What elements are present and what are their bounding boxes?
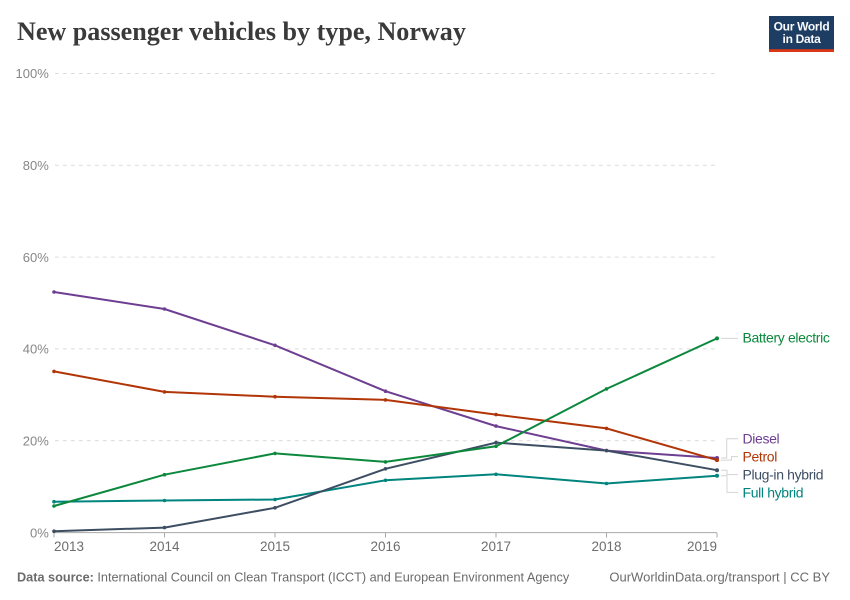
svg-text:80%: 80%: [23, 158, 49, 173]
svg-text:2017: 2017: [481, 539, 511, 554]
svg-text:OurWorldinData.org/transport |: OurWorldinData.org/transport | CC BY: [609, 570, 830, 585]
svg-text:2018: 2018: [591, 539, 621, 554]
svg-text:Battery electric: Battery electric: [743, 330, 830, 346]
svg-text:60%: 60%: [23, 250, 49, 265]
svg-text:40%: 40%: [23, 342, 49, 357]
svg-text:2019: 2019: [687, 539, 717, 554]
svg-text:2013: 2013: [54, 539, 84, 554]
svg-text:Full hybrid: Full hybrid: [743, 484, 804, 500]
svg-text:New passenger vehicles by type: New passenger vehicles by type, Norway: [17, 17, 466, 46]
svg-text:2015: 2015: [260, 539, 290, 554]
svg-text:Plug-in hybrid: Plug-in hybrid: [743, 466, 824, 482]
svg-text:20%: 20%: [23, 433, 49, 448]
svg-text:2014: 2014: [149, 539, 180, 554]
svg-text:Data source: International Cou: Data source: International Council on Cl…: [17, 571, 570, 585]
svg-text:Our World: Our World: [774, 20, 830, 34]
svg-text:0%: 0%: [30, 525, 49, 540]
svg-text:100%: 100%: [16, 66, 50, 81]
svg-text:in Data: in Data: [783, 32, 822, 46]
svg-text:2016: 2016: [370, 539, 400, 554]
svg-text:Petrol: Petrol: [743, 449, 778, 465]
svg-text:Diesel: Diesel: [743, 431, 780, 447]
